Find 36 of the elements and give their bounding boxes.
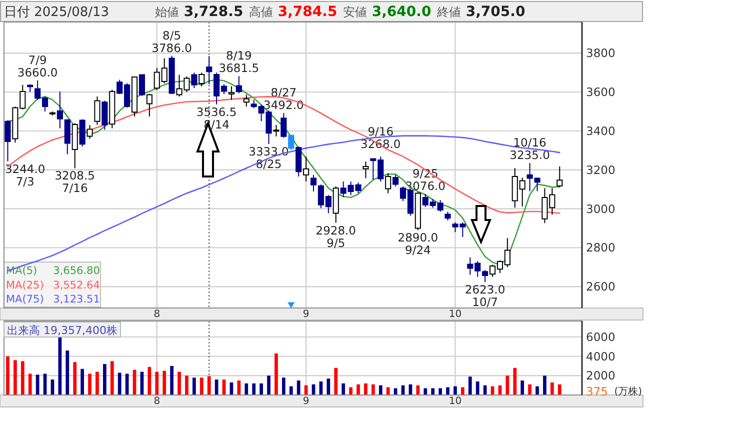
x-tick-label: 10	[448, 396, 462, 407]
y-tick-label: 3600	[586, 85, 616, 100]
annotation: 10/16 3235.0	[510, 136, 550, 162]
title: 出来高 19,357,400株	[4, 322, 121, 338]
text: 始値 3,728.5	[155, 4, 244, 20]
annotation: 3208.5 7/16	[54, 168, 95, 196]
annotation: 2890.0 9/24	[398, 230, 438, 258]
x-tick-label: 10	[448, 309, 462, 320]
annotation: 3333.0 8/25	[248, 144, 289, 171]
annotation: 7/9 3660.0	[17, 52, 58, 80]
y-tick-label: 2000	[586, 368, 616, 383]
y-axis-title: (万株)	[614, 386, 642, 398]
y-tick-label: 3800	[586, 46, 616, 60]
text: 日付 2025/08/13	[4, 5, 110, 20]
y-tick-label: 2800	[586, 240, 616, 255]
chart-title: 出来高 19,357,400株	[7, 324, 118, 337]
annotation: 8/19 3681.5	[218, 48, 260, 76]
x-tick-label: 8	[154, 396, 160, 407]
x-tick-label: 9	[302, 309, 310, 320]
x-tick-label: 9	[302, 396, 310, 407]
y-tick-label: 3400	[586, 124, 616, 138]
annotation: 3244.0 7/3	[5, 162, 46, 188]
text: 375	[586, 384, 608, 398]
x-tick-label: 8	[154, 309, 160, 320]
y-tick-label: 4000	[586, 349, 616, 364]
y-tick-label: 3200	[586, 162, 616, 177]
text: 安値 3,640.0	[343, 4, 432, 20]
annotation: 8/5 3786.0	[152, 28, 192, 55]
y-tick-label: 2600	[586, 280, 616, 294]
y-tick-label: 6000	[586, 330, 616, 344]
text: 終値 3,705.0	[436, 4, 526, 20]
y-tick-label: 3000	[586, 202, 616, 216]
annotation: 2623.0 10/7	[464, 282, 506, 310]
annotation: 8/27 3492.0	[264, 86, 304, 112]
annotation: 2928.0 9/5	[316, 223, 356, 250]
text: 高値 3,784.5	[249, 4, 338, 20]
